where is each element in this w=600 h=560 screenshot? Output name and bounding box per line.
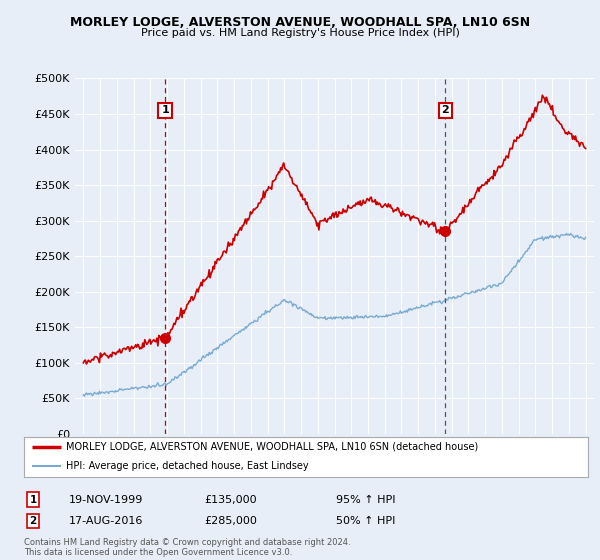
Text: £135,000: £135,000 [204, 494, 257, 505]
Text: 95% ↑ HPI: 95% ↑ HPI [336, 494, 395, 505]
Text: HPI: Average price, detached house, East Lindsey: HPI: Average price, detached house, East… [66, 461, 309, 471]
Text: 19-NOV-1999: 19-NOV-1999 [69, 494, 143, 505]
Text: Contains HM Land Registry data © Crown copyright and database right 2024.
This d: Contains HM Land Registry data © Crown c… [24, 538, 350, 557]
Text: 1: 1 [161, 105, 169, 115]
Text: 2: 2 [442, 105, 449, 115]
Text: 17-AUG-2016: 17-AUG-2016 [69, 516, 143, 526]
Text: 1: 1 [29, 494, 37, 505]
Text: Price paid vs. HM Land Registry's House Price Index (HPI): Price paid vs. HM Land Registry's House … [140, 28, 460, 38]
Text: MORLEY LODGE, ALVERSTON AVENUE, WOODHALL SPA, LN10 6SN: MORLEY LODGE, ALVERSTON AVENUE, WOODHALL… [70, 16, 530, 29]
Text: MORLEY LODGE, ALVERSTON AVENUE, WOODHALL SPA, LN10 6SN (detached house): MORLEY LODGE, ALVERSTON AVENUE, WOODHALL… [66, 442, 479, 452]
Text: 50% ↑ HPI: 50% ↑ HPI [336, 516, 395, 526]
Text: 2: 2 [29, 516, 37, 526]
Text: £285,000: £285,000 [204, 516, 257, 526]
